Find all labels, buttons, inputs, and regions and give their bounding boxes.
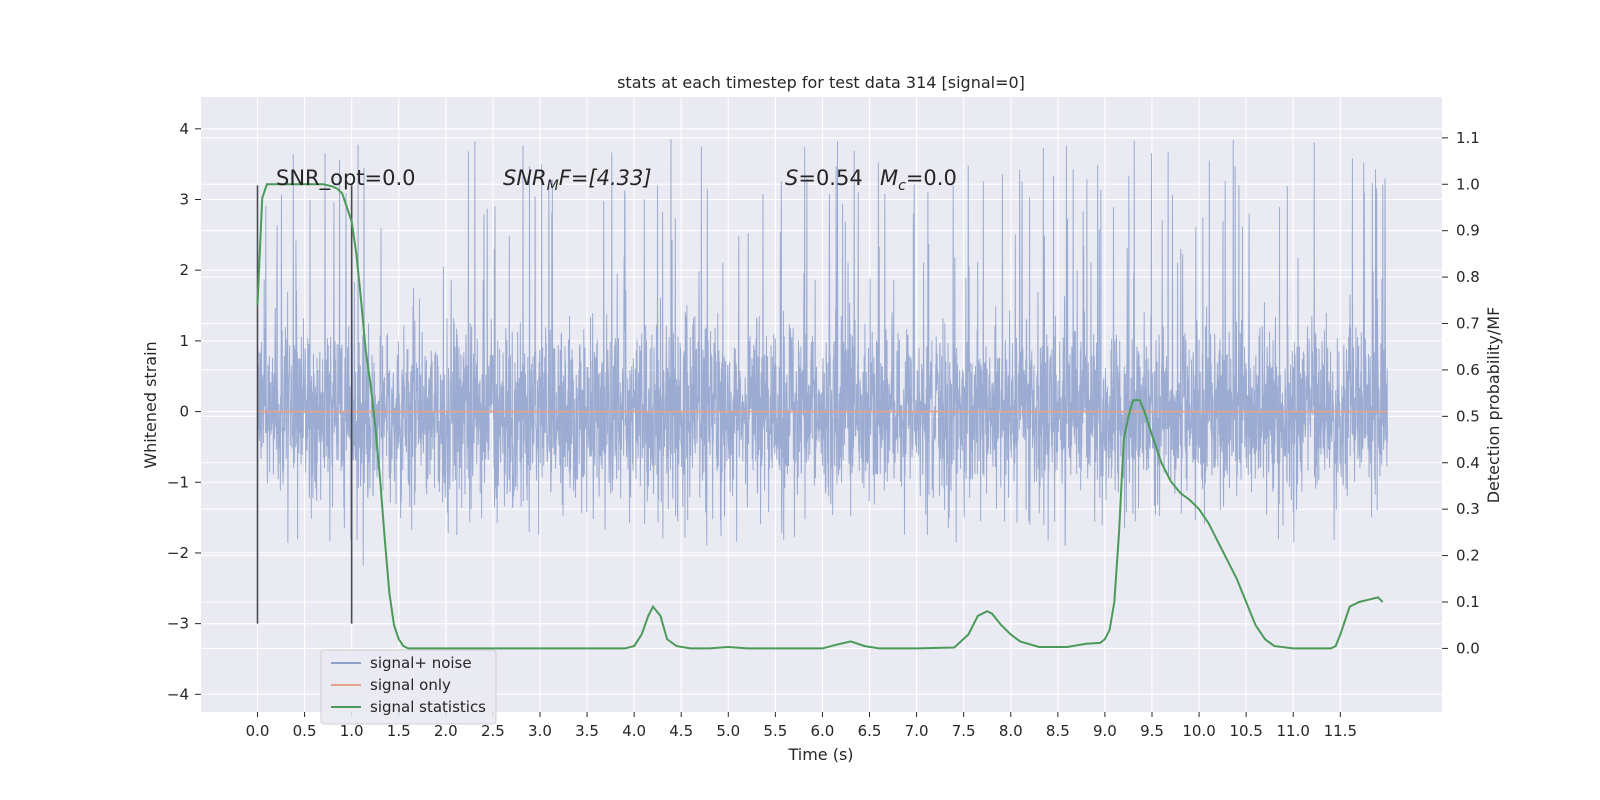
annotation-snr-opt: SNR_opt=0.0 xyxy=(276,166,416,191)
y-axis-ticks: 4 3 2 1 0 −1 −2 −3 −4 xyxy=(167,120,201,703)
x-tick-label: 4.0 xyxy=(622,722,646,740)
legend-label-statistics: signal statistics xyxy=(370,698,486,716)
annotation-snr-mf-sub: M xyxy=(547,178,559,194)
annotation-snr-mf: SNRMF=[4.33] xyxy=(503,166,652,194)
x-tick-label: 9.5 xyxy=(1140,722,1164,740)
y2-tick-label: 0.3 xyxy=(1456,500,1480,518)
x-axis-label: Time (s) xyxy=(787,745,853,764)
x-tick-label: 0.0 xyxy=(246,722,270,740)
annotation-s-value: =0.54 xyxy=(798,166,862,190)
x-tick-label: 11.5 xyxy=(1324,722,1357,740)
annotation-mc-sub: c xyxy=(898,178,906,194)
y2-axis-label: Detection probability/MF xyxy=(1484,307,1503,504)
y2-tick-label: 0.5 xyxy=(1456,407,1480,425)
y-axis-label: Whitened strain xyxy=(141,341,160,468)
y-tick-label: 3 xyxy=(179,191,189,209)
x-tick-label: 5.5 xyxy=(763,722,787,740)
x-tick-label: 7.5 xyxy=(952,722,976,740)
y-tick-label: −1 xyxy=(167,473,189,491)
legend-box xyxy=(320,649,497,725)
y-tick-label: 1 xyxy=(179,332,189,350)
legend: signal+ noise signal only signal statist… xyxy=(320,649,497,725)
signal-plus-noise-series xyxy=(256,139,1388,566)
y2-tick-label: 0.7 xyxy=(1456,315,1480,333)
y2-tick-label: 0.0 xyxy=(1456,639,1480,657)
x-tick-label: 10.0 xyxy=(1182,722,1215,740)
y2-tick-label: 0.8 xyxy=(1456,268,1480,286)
x-tick-label: 6.5 xyxy=(858,722,882,740)
statistics-line xyxy=(256,183,1384,650)
x-tick-label: 1.5 xyxy=(387,722,411,740)
x-tick-label: 0.5 xyxy=(293,722,317,740)
annotation-snr-mf-rest: F=[4.33] xyxy=(559,166,652,190)
x-axis-ticks: 0.0 0.5 1.0 1.5 2.0 2.5 3.0 3.5 4.0 4.5 5.0 5.5 6.0 6… xyxy=(246,712,1357,740)
y-tick-label: −2 xyxy=(167,544,189,562)
y2-tick-label: 0.4 xyxy=(1456,454,1480,472)
y-tick-label: 2 xyxy=(179,261,189,279)
x-tick-label: 11.0 xyxy=(1277,722,1310,740)
x-tick-label: 5.0 xyxy=(716,722,740,740)
x-tick-label: 1.0 xyxy=(340,722,364,740)
x-tick-label: 2.0 xyxy=(434,722,458,740)
annotation-mc: Mc=0.0 xyxy=(880,166,957,194)
event-markers xyxy=(256,185,353,624)
annotation-mc-main: M xyxy=(880,166,898,190)
x-tick-label: 9.0 xyxy=(1093,722,1117,740)
legend-label-noise: signal+ noise xyxy=(370,654,472,672)
y2-tick-label: 0.1 xyxy=(1456,593,1480,611)
signal-statistics-series xyxy=(256,183,1384,650)
y2-tick-label: 1.1 xyxy=(1456,129,1480,147)
noise-trace xyxy=(256,139,1388,566)
chart-title: stats at each timestep for test data 314… xyxy=(617,73,1025,92)
x-tick-label: 2.5 xyxy=(481,722,505,740)
y2-tick-label: 0.2 xyxy=(1456,547,1480,565)
x-tick-label: 6.0 xyxy=(811,722,835,740)
annotation-s: S=0.54 xyxy=(785,166,863,190)
x-tick-label: 3.0 xyxy=(528,722,552,740)
y2-tick-label: 1.0 xyxy=(1456,175,1480,193)
annotation-snr-mf-main: SNR xyxy=(503,166,547,190)
y-tick-label: −4 xyxy=(167,685,189,703)
y-tick-label: −3 xyxy=(167,615,189,633)
x-tick-label: 4.5 xyxy=(669,722,693,740)
legend-label-signal-only: signal only xyxy=(370,676,451,694)
x-tick-label: 10.5 xyxy=(1229,722,1262,740)
annotation-mc-value: =0.0 xyxy=(906,166,957,190)
x-tick-label: 8.0 xyxy=(999,722,1023,740)
y-tick-label: 0 xyxy=(179,403,189,421)
y2-tick-label: 0.9 xyxy=(1456,222,1480,240)
x-tick-label: 3.5 xyxy=(575,722,599,740)
y2-axis-ticks: 1.1 1.0 0.9 0.8 0.7 0.6 0.5 0.4 0.3 0.2 0.1 0.0 xyxy=(1442,129,1480,657)
y2-tick-label: 0.6 xyxy=(1456,361,1480,379)
y-tick-label: 4 xyxy=(179,120,189,138)
x-tick-label: 8.5 xyxy=(1046,722,1070,740)
annotation-s-main: S xyxy=(785,166,798,190)
x-tick-label: 7.0 xyxy=(905,722,929,740)
